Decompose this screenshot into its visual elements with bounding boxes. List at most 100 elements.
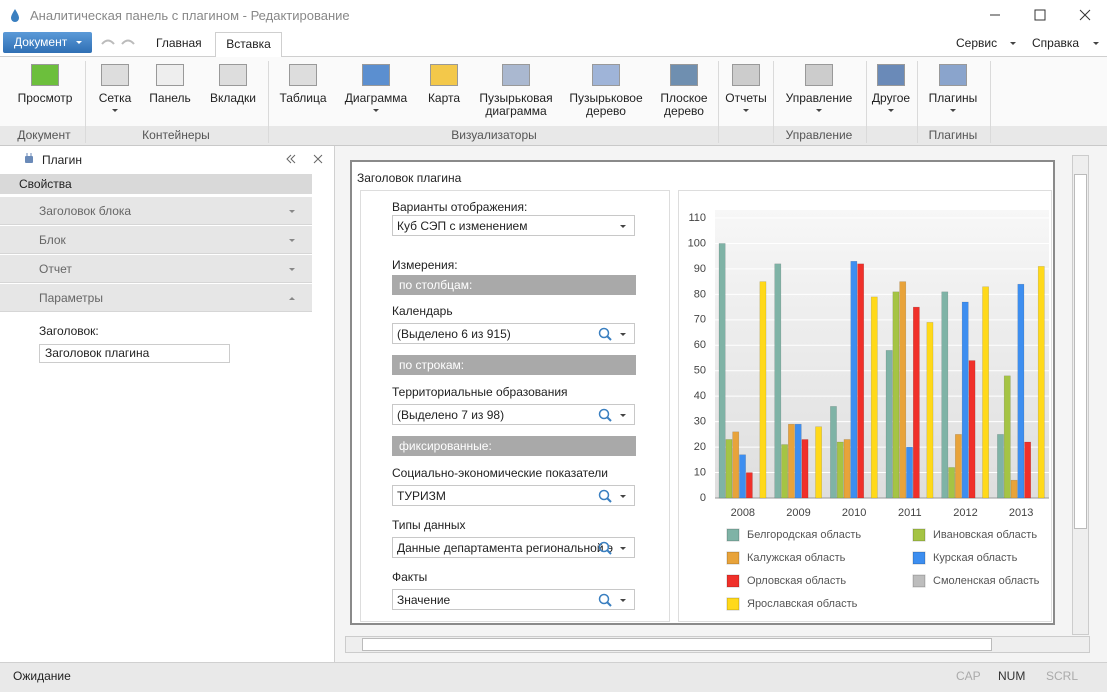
dropdown[interactable]: Значение <box>392 589 635 610</box>
dropdown-arrow <box>373 109 379 112</box>
window-controls[interactable] <box>985 6 1095 24</box>
ribbon-button[interactable]: Пузырьковое дерево <box>563 61 649 123</box>
dropdown[interactable]: (Выделено 7 из 98) <box>392 404 635 425</box>
tab[interactable]: Главная <box>156 36 202 50</box>
form-label: Измерения: <box>392 258 458 272</box>
ribbon-icon <box>362 64 390 86</box>
legend-label[interactable]: Ярославская область <box>747 598 858 610</box>
bar <box>913 307 919 498</box>
section-header: по столбцам: <box>392 275 636 295</box>
ribbon-icon <box>670 64 698 86</box>
dropdown-arrow <box>888 109 894 112</box>
ribbon-button[interactable]: Плоское дерево <box>654 61 714 123</box>
bar <box>893 292 899 498</box>
ribbon-button-label: Другое <box>861 92 921 105</box>
properties-header: Свойства <box>0 174 312 194</box>
ribbon-button[interactable]: Карта <box>414 61 474 123</box>
ribbon-button[interactable]: Отчеты <box>716 61 776 123</box>
legend-label[interactable]: Смоленская область <box>933 575 1040 587</box>
status-bar: Ожидание CAP NUM SCRL <box>0 662 1107 692</box>
ribbon-button[interactable]: Таблица <box>268 61 338 123</box>
menu-bar: Документ Главная Вставка Сервис Справка <box>0 30 1107 57</box>
ribbon-button[interactable]: Диаграмма <box>336 61 416 123</box>
bar <box>955 434 961 498</box>
y-tick-label: 90 <box>694 263 706 275</box>
property-section[interactable]: Блок <box>0 226 312 254</box>
tab-active[interactable]: Вставка <box>215 32 282 57</box>
bar <box>969 361 975 498</box>
sidebar-controls[interactable] <box>284 153 326 165</box>
ribbon-icon <box>289 64 317 86</box>
ribbon-button[interactable]: Управление <box>779 61 859 123</box>
ribbon-button[interactable]: Другое <box>861 61 921 123</box>
ribbon-icon <box>219 64 247 86</box>
dropdown[interactable]: (Выделено 6 из 915) <box>392 323 635 344</box>
legend-label[interactable]: Ивановская область <box>933 529 1037 541</box>
undo-redo[interactable] <box>98 35 138 51</box>
ribbon-icon <box>592 64 620 86</box>
legend-swatch[interactable] <box>913 552 925 564</box>
dropdown-value: Куб СЭП с изменением <box>397 219 527 233</box>
document-menu[interactable]: Документ <box>3 32 92 53</box>
ribbon-button-label: Плагины <box>918 92 988 105</box>
ribbon-button[interactable]: Плагины <box>918 61 988 123</box>
legend-swatch[interactable] <box>727 552 739 564</box>
x-tick-label: 2009 <box>786 507 810 519</box>
bar <box>997 434 1003 498</box>
ribbon-button[interactable]: Просмотр <box>5 61 85 123</box>
dropdown[interactable]: ТУРИЗМ <box>392 485 635 506</box>
section-chevron <box>289 239 295 242</box>
legend-swatch[interactable] <box>727 598 739 610</box>
legend-swatch[interactable] <box>913 575 925 587</box>
ribbon-button-label: Вкладки <box>198 92 268 105</box>
section-header: фиксированные: <box>392 436 636 456</box>
ribbon-icon <box>101 64 129 86</box>
search-icon <box>598 489 612 503</box>
ribbon-icon <box>502 64 530 86</box>
y-tick-label: 30 <box>694 416 706 428</box>
ribbon-icon <box>805 64 833 86</box>
legend-label[interactable]: Белгородская область <box>747 529 861 541</box>
field-label: Заголовок: <box>39 324 99 338</box>
title-bar: Аналитическая панель с плагином - Редакт… <box>0 0 1107 30</box>
title-input[interactable]: Заголовок плагина <box>39 344 230 363</box>
property-section[interactable]: Заголовок блока <box>0 197 312 225</box>
ribbon-button[interactable]: Вкладки <box>198 61 268 123</box>
ribbon-group-label: Документ <box>0 128 104 142</box>
bar <box>983 287 989 498</box>
section-header: по строкам: <box>392 355 636 375</box>
dropdown-arrow <box>743 109 749 112</box>
status-text: Ожидание <box>13 669 71 683</box>
section-chevron <box>289 268 295 271</box>
dropdown-arrow <box>112 109 118 112</box>
y-tick-label: 60 <box>694 339 706 351</box>
legend-label[interactable]: Калужская область <box>747 552 846 564</box>
legend-swatch[interactable] <box>727 529 739 541</box>
ribbon-button-label: Пузырьковое дерево <box>563 92 649 118</box>
bar <box>871 297 877 498</box>
search-handle <box>607 417 611 421</box>
property-section[interactable]: Отчет <box>0 255 312 283</box>
legend-swatch[interactable] <box>727 575 739 587</box>
property-section[interactable]: Параметры <box>0 284 312 312</box>
bar <box>949 467 955 498</box>
legend-label[interactable]: Орловская область <box>747 575 846 587</box>
ribbon-group-label: Плагины <box>893 128 1013 142</box>
ribbon-button[interactable]: Пузырьковая диаграмма <box>473 61 559 123</box>
search-handle <box>607 550 611 554</box>
dropdown[interactable]: Данные департамента региональной э <box>392 537 635 558</box>
menu-item[interactable]: Сервис <box>956 36 997 50</box>
vertical-scrollbar[interactable] <box>1072 155 1089 635</box>
window-title: Аналитическая панель с плагином - Редакт… <box>30 8 350 23</box>
legend-swatch[interactable] <box>913 529 925 541</box>
section-chevron <box>289 297 295 300</box>
bar <box>858 264 864 498</box>
legend-label[interactable]: Курская область <box>933 552 1018 564</box>
dropdown[interactable]: Куб СЭП с изменением <box>392 215 635 236</box>
plugin-title: Заголовок плагина <box>357 171 461 185</box>
menu-item[interactable]: Справка <box>1032 36 1079 50</box>
ribbon-button[interactable]: Панель <box>140 61 200 123</box>
ribbon-icon <box>156 64 184 86</box>
horizontal-scrollbar[interactable] <box>345 636 1090 653</box>
